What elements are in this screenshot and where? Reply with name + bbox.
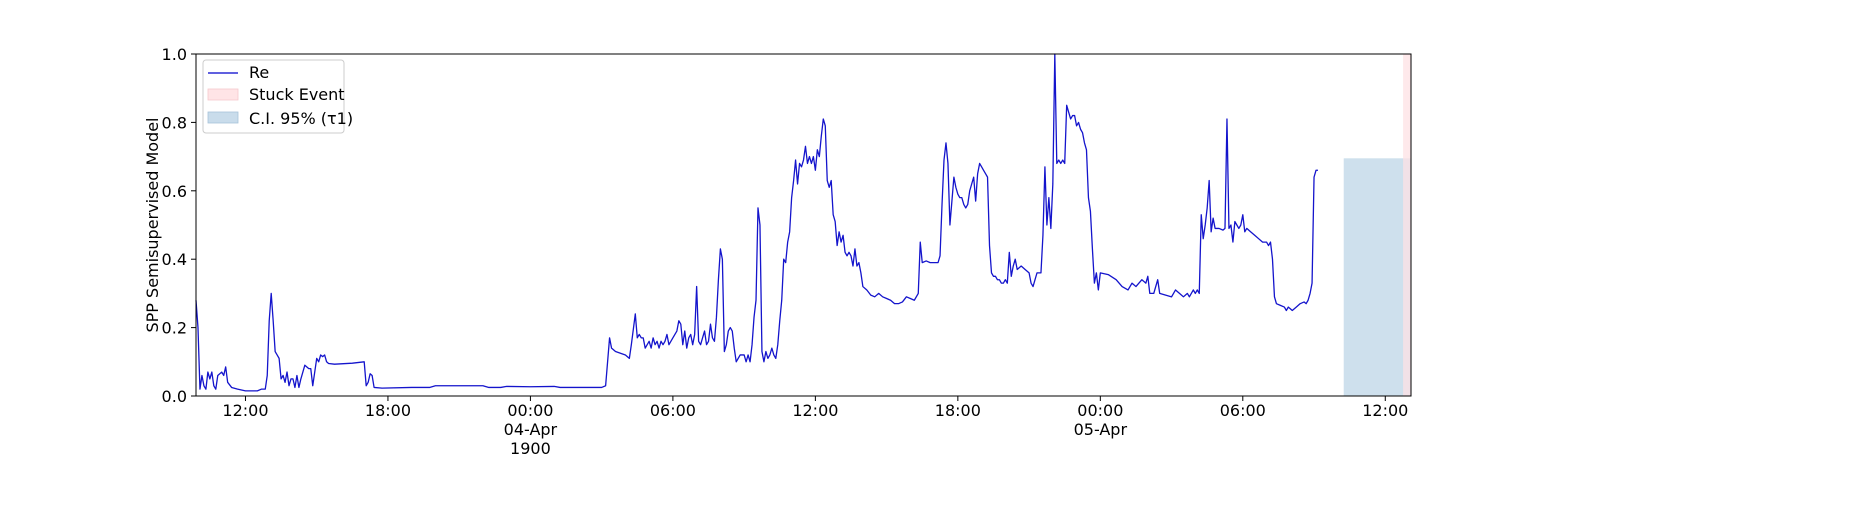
- x-tick-year-label: 1900: [510, 439, 551, 458]
- series-line-re: [195, 53, 1318, 392]
- y-tick-label: 0.0: [162, 387, 187, 406]
- y-tick-label: 0.8: [162, 113, 187, 132]
- x-tick-label: 18:00: [365, 401, 411, 420]
- x-tick-label: 12:00: [792, 401, 838, 420]
- legend: Re Stuck Event C.I. 95% (τ1): [202, 59, 353, 134]
- plot-frame: [195, 53, 1412, 397]
- y-tick-label: 0.6: [162, 182, 187, 201]
- legend-label-ci: C.I. 95% (τ1): [249, 109, 353, 128]
- y-tick-label: 0.2: [162, 319, 187, 338]
- legend-label-re: Re: [249, 63, 269, 82]
- x-tick-date-label: 05-Apr: [1074, 420, 1128, 439]
- x-tick-label: 00:00: [1077, 401, 1123, 420]
- x-tick-label: 12:00: [1362, 401, 1408, 420]
- y-axis: 0.0 0.2 0.4 0.6 0.8 1.0: [162, 45, 196, 406]
- stuck-event-band: [1403, 54, 1411, 396]
- x-tick-label: 00:00: [507, 401, 553, 420]
- y-axis-label: SPP Semisupervised Model: [143, 118, 162, 333]
- x-tick-date-label: 04-Apr: [504, 420, 558, 439]
- x-tick-label: 06:00: [1220, 401, 1266, 420]
- x-tick-label: 18:00: [935, 401, 981, 420]
- x-tick-label: 06:00: [650, 401, 696, 420]
- confidence-interval-band: [1343, 158, 1411, 396]
- legend-swatch-ci: [207, 111, 239, 124]
- legend-swatch-stuck-event: [207, 88, 239, 101]
- legend-label-stuck-event: Stuck Event: [249, 85, 345, 104]
- x-tick-label: 12:00: [222, 401, 268, 420]
- y-tick-label: 0.4: [162, 250, 187, 269]
- plot-area: [195, 53, 1412, 397]
- y-tick-label: 1.0: [162, 45, 187, 64]
